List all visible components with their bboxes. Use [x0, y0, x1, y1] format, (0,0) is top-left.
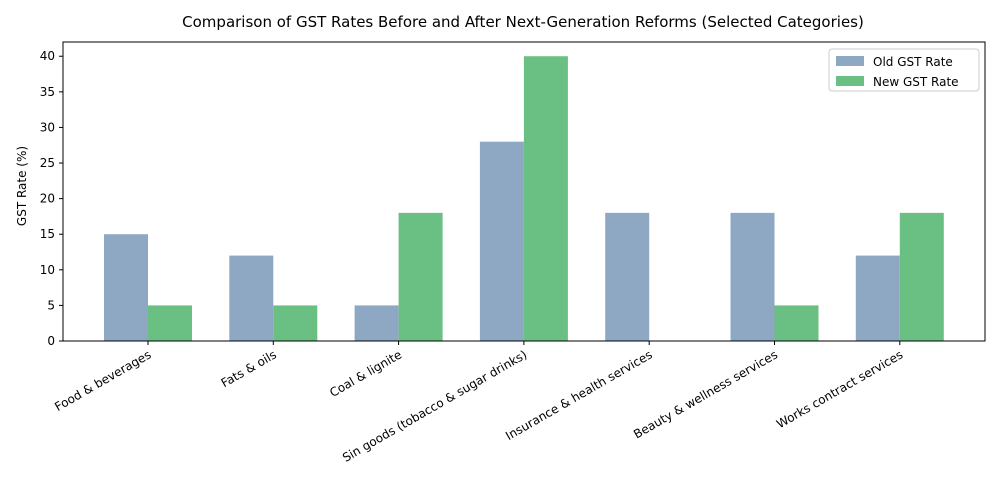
bar-new-6 [899, 212, 944, 341]
y-tick-label: 25 [40, 156, 55, 170]
legend-swatch [836, 76, 864, 86]
y-tick-label: 10 [40, 263, 55, 277]
legend: Old GST Rate New GST Rate [828, 48, 980, 92]
legend-label: New GST Rate [873, 75, 959, 89]
bar-old-3 [479, 141, 524, 341]
bar-old-1 [229, 255, 274, 341]
x-tick-label: Beauty & wellness services [631, 347, 780, 441]
y-tick-label: 20 [40, 192, 55, 206]
bar-old-0 [104, 234, 148, 341]
bars [104, 56, 944, 341]
bar-old-6 [855, 255, 900, 341]
bar-old-2 [354, 305, 399, 341]
bar-new-2 [398, 212, 443, 341]
y-axis-label: GST Rate (%) [15, 146, 29, 226]
bar-new-3 [523, 56, 568, 341]
bar-old-4 [605, 212, 650, 341]
x-axis-ticks: Food & beverages Fats & oils Coal & lignit… [52, 341, 905, 465]
bar-old-5 [730, 212, 775, 341]
x-tick-label: Coal & lignite [327, 347, 404, 399]
x-tick-label: Works contract services [774, 347, 905, 431]
bar-new-5 [774, 305, 819, 341]
y-tick-label: 5 [47, 298, 55, 312]
legend-swatch [836, 56, 864, 66]
bar-new-1 [273, 305, 318, 341]
y-tick-label: 35 [40, 85, 55, 99]
bar-new-0 [148, 305, 192, 341]
y-tick-label: 0 [47, 334, 55, 348]
y-tick-label: 30 [40, 120, 55, 134]
y-tick-label: 40 [40, 49, 55, 63]
legend-box [828, 48, 980, 92]
y-tick-label: 15 [40, 227, 55, 241]
x-tick-label: Fats & oils [219, 347, 279, 390]
chart-title: Comparison of GST Rates Before and After… [182, 13, 864, 31]
x-tick-label: Food & beverages [52, 347, 153, 414]
plot-frame [62, 41, 986, 342]
legend-label: Old GST Rate [873, 55, 953, 69]
y-axis-ticks: 0 5 10 15 20 25 30 35 40 [40, 49, 63, 348]
